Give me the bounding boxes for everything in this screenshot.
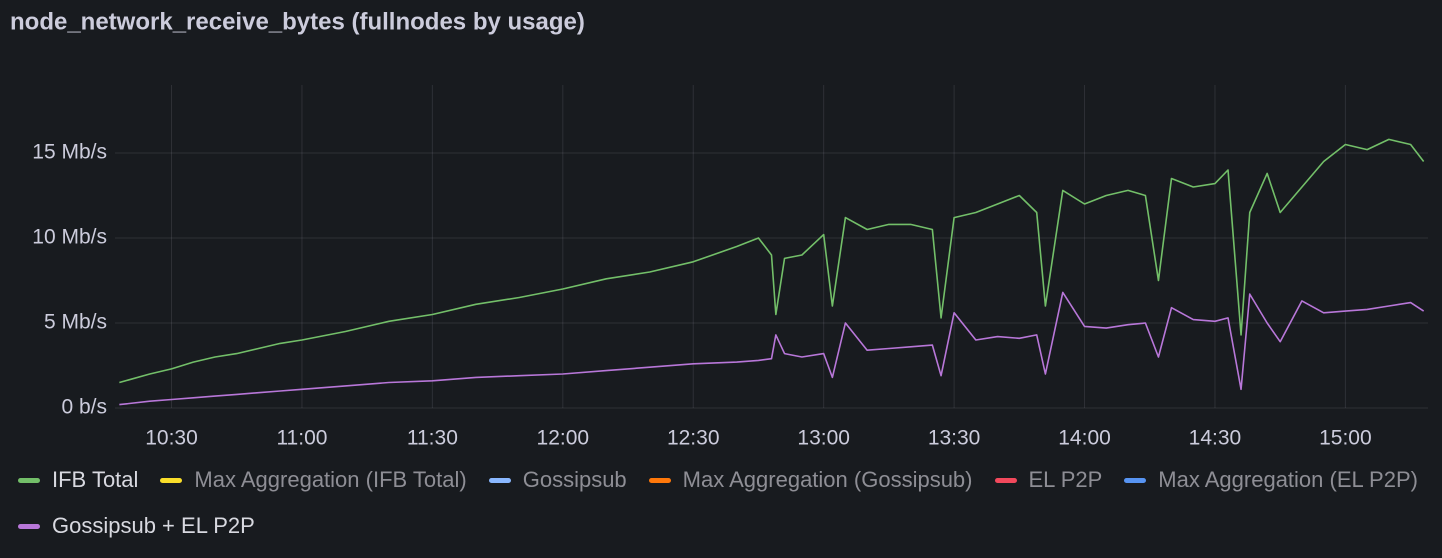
x-tick-label: 14:30	[1189, 427, 1242, 450]
legend-label: Max Aggregation (IFB Total)	[194, 467, 467, 492]
x-tick-label: 11:30	[407, 427, 458, 450]
legend-item[interactable]: IFB Total	[18, 466, 138, 494]
y-tick-label: 15 Mb/s	[32, 141, 107, 164]
legend-label: Max Aggregation (EL P2P)	[1158, 467, 1418, 492]
legend-swatch	[648, 477, 671, 483]
legend-item[interactable]: EL P2P	[994, 466, 1103, 494]
legend-swatch	[160, 477, 183, 483]
x-tick-label: 13:30	[928, 427, 981, 450]
legend-item[interactable]: Gossipsub	[488, 466, 627, 494]
y-tick-label: 10 Mb/s	[32, 226, 107, 249]
x-tick-label: 14:00	[1058, 427, 1111, 450]
chart-title: node_network_receive_bytes (fullnodes by…	[10, 8, 585, 35]
y-tick-label: 5 Mb/s	[44, 311, 107, 334]
y-tick-label: 0 b/s	[61, 396, 107, 419]
series-line	[119, 291, 1425, 406]
x-tick-label: 15:00	[1319, 427, 1372, 450]
x-tick-label: 13:00	[797, 427, 850, 450]
legend-label: EL P2P	[1028, 467, 1103, 492]
x-tick-label: 10:30	[145, 427, 198, 450]
legend-swatch	[1124, 477, 1147, 483]
legend-label: IFB Total	[52, 467, 139, 492]
legend-swatch	[488, 477, 511, 483]
legend-swatch	[994, 477, 1017, 483]
x-tick-label: 12:30	[667, 427, 720, 450]
legend-item[interactable]: Max Aggregation (Gossipsub)	[648, 466, 973, 494]
x-tick-label: 11:00	[276, 427, 327, 450]
x-tick-label: 12:00	[537, 427, 590, 450]
legend: IFB Total Max Aggregation (IFB Total) Goss…	[18, 466, 1418, 540]
legend-label: Gossipsub + EL P2P	[52, 513, 255, 538]
legend-swatch	[18, 523, 40, 529]
legend-item[interactable]: Max Aggregation (IFB Total)	[160, 466, 467, 494]
chart: node_network_receive_bytes (fullnodes by…	[10, 8, 1428, 450]
legend-item[interactable]: Max Aggregation (EL P2P)	[1124, 466, 1418, 494]
legend-swatch	[18, 477, 40, 483]
series-line	[119, 138, 1425, 384]
legend-item[interactable]: Gossipsub + EL P2P	[18, 512, 255, 540]
legend-label: Max Aggregation (Gossipsub)	[682, 467, 973, 492]
legend-label: Gossipsub	[522, 467, 627, 492]
